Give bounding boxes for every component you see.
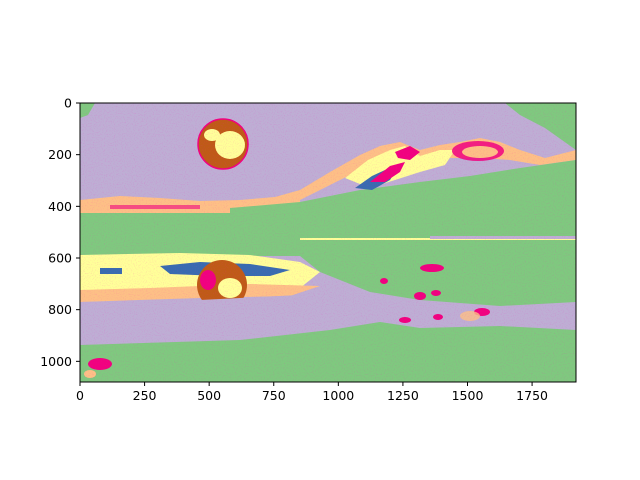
axes-frame <box>79 102 577 383</box>
y-tick-label: 800 <box>48 302 72 317</box>
y-tick-label: 0 <box>64 96 72 111</box>
y-tick-label: 400 <box>48 199 72 214</box>
x-tick-label: 1500 <box>452 388 484 403</box>
x-tick-label: 0 <box>76 388 84 403</box>
image-speckle <box>80 103 576 382</box>
y-tick-label: 1000 <box>40 354 72 369</box>
y-tick-label: 200 <box>48 147 72 162</box>
x-tick-label: 250 <box>133 388 157 403</box>
x-tick-label: 500 <box>197 388 221 403</box>
x-tick-label: 750 <box>262 388 286 403</box>
x-tick-label: 1250 <box>387 388 419 403</box>
x-tick-label: 1750 <box>516 388 548 403</box>
x-axis: 0 250 500 750 1000 1250 1500 1750 <box>76 382 548 403</box>
y-axis: 0 200 400 600 800 1000 <box>40 96 80 369</box>
y-tick-label: 600 <box>48 251 72 266</box>
plot-area <box>80 103 576 382</box>
x-tick-label: 1000 <box>322 388 354 403</box>
